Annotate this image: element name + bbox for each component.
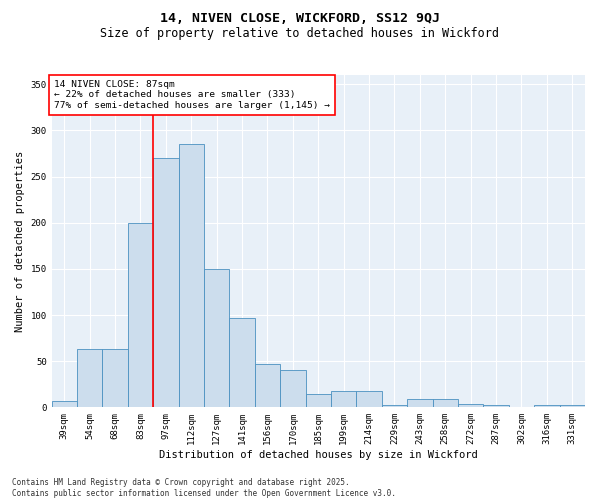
Bar (458, 404, 484, 407)
Bar (255, 364, 280, 408)
Bar (356, 390, 382, 407)
Bar (433, 399, 458, 407)
Bar (179, 144, 204, 407)
Text: Size of property relative to detached houses in Wickford: Size of property relative to detached ho… (101, 28, 499, 40)
Text: Contains HM Land Registry data © Crown copyright and database right 2025.
Contai: Contains HM Land Registry data © Crown c… (12, 478, 396, 498)
Bar (331, 390, 356, 407)
Y-axis label: Number of detached properties: Number of detached properties (15, 150, 25, 332)
Bar (77, 349, 103, 408)
Bar (103, 349, 128, 408)
Bar (382, 406, 407, 407)
Bar (52, 401, 77, 407)
Bar (229, 318, 255, 408)
Bar (534, 404, 560, 407)
Bar (204, 269, 229, 407)
Bar (280, 370, 305, 408)
Bar (153, 158, 179, 408)
X-axis label: Distribution of detached houses by size in Wickford: Distribution of detached houses by size … (159, 450, 478, 460)
Bar (484, 406, 509, 407)
Bar (560, 406, 585, 407)
Text: 14, NIVEN CLOSE, WICKFORD, SS12 9QJ: 14, NIVEN CLOSE, WICKFORD, SS12 9QJ (160, 12, 440, 26)
Text: 14 NIVEN CLOSE: 87sqm
← 22% of detached houses are smaller (333)
77% of semi-det: 14 NIVEN CLOSE: 87sqm ← 22% of detached … (54, 80, 330, 110)
Bar (407, 399, 433, 407)
Bar (305, 394, 331, 407)
Bar (128, 222, 153, 408)
